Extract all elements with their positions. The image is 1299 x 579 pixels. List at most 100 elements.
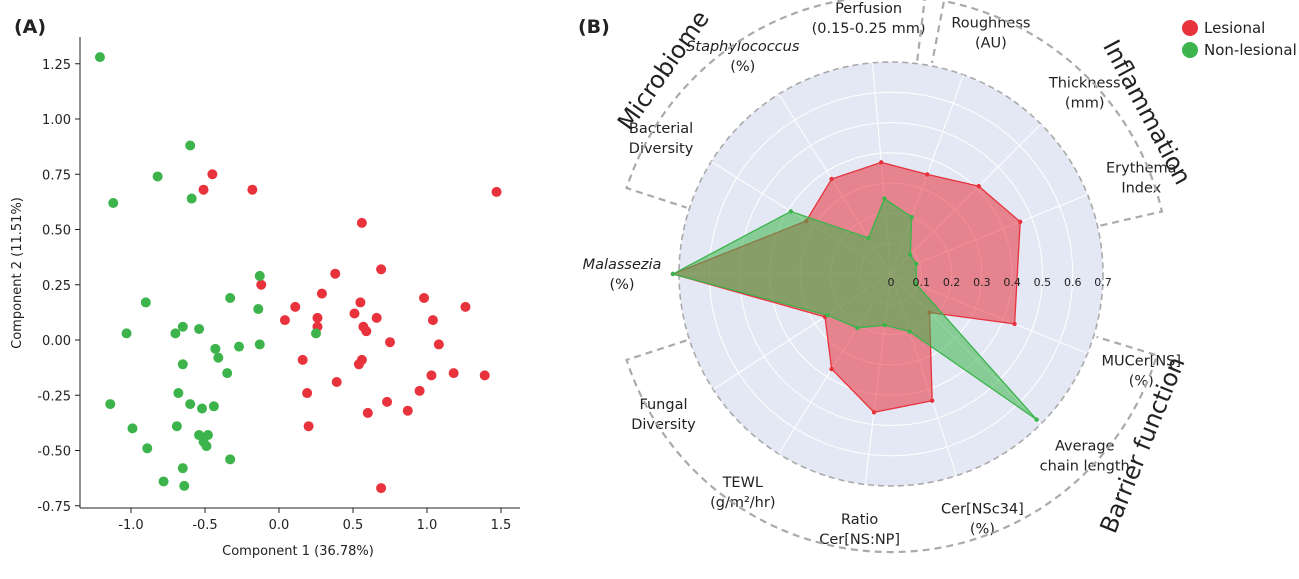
scatter-point-non-lesional [208, 401, 219, 412]
panel-b-label: (B) [578, 16, 610, 38]
radar-axis-label: Staphylococcus (%) [686, 39, 800, 75]
radar-axis-label: Thickness (mm) [1048, 75, 1121, 111]
scatter-point-lesional [198, 184, 209, 195]
scatter-point-lesional [279, 315, 290, 326]
radar-series-non-lesional-point [882, 322, 887, 328]
radar-chart: 0 0.1 0.2 0.3 0.4 0.5 0.6 0.7 Erythema Index Thic… [583, 0, 1197, 554]
group-bracket [625, 335, 1159, 554]
scatter-point-non-lesional [222, 368, 233, 379]
scatter-point-lesional [460, 301, 471, 312]
radial-tick-label: 0.4 [1003, 276, 1021, 289]
scatter-plot: -1.0 -0.5 0.0 0.5 1.0 1.5 1.25 1.00 0.75 0.50 0.25… [10, 37, 520, 559]
scatter-point-non-lesional [171, 421, 182, 432]
scatter-point-non-lesional [213, 352, 224, 363]
radar-series-non-lesional-point [909, 214, 914, 220]
scatter-point-non-lesional [142, 443, 153, 454]
scatter-point-lesional [362, 407, 373, 418]
radial-tick-label: 0.2 [943, 276, 961, 289]
x-tick-label: 1.0 [417, 518, 438, 533]
scatter-point-lesional [479, 370, 490, 381]
scatter-point-lesional [427, 315, 438, 326]
scatter-point-lesional [402, 405, 413, 416]
scatter-point-lesional [382, 396, 393, 407]
scatter-point-lesional [349, 308, 360, 319]
scatter-point-non-lesional [225, 293, 236, 304]
scatter-point-lesional [207, 169, 218, 180]
y-tick-label: -0.25 [37, 389, 71, 404]
scatter-point-lesional [426, 370, 437, 381]
radar-series-non-lesional-point [670, 271, 676, 277]
scatter-point-non-lesional [177, 321, 188, 332]
scatter-point-lesional [302, 388, 313, 399]
radial-tick-label: 0 [888, 276, 895, 289]
scatter-point-non-lesional [185, 399, 196, 410]
y-tick-label: 1.25 [42, 58, 71, 73]
scatter-point-lesional [376, 264, 387, 275]
radar-series-non-lesional-point [866, 235, 871, 241]
radar-series-lesional-point [1017, 219, 1023, 225]
radar-series-non-lesional-point [1034, 417, 1039, 422]
radial-tick-label: 0.3 [973, 276, 991, 289]
scatter-point-lesional [414, 385, 425, 396]
scatter-point-non-lesional [94, 52, 105, 63]
radar-series-non-lesional-point [914, 261, 919, 266]
x-tick-label: 0.5 [343, 518, 364, 533]
scatter-point-non-lesional [140, 297, 151, 308]
y-tick-label: 0.25 [42, 279, 71, 294]
scatter-point-non-lesional [210, 343, 221, 354]
radial-tick-label: 0.1 [913, 276, 931, 289]
legend-marker-lesional [1182, 20, 1198, 36]
scatter-point-lesional [356, 354, 367, 365]
radar-series-lesional-point [879, 160, 884, 165]
radar-axis-label: Ratio Cer[NS:NP] [819, 512, 900, 548]
scatter-point-non-lesional [170, 328, 181, 339]
scatter-point-lesional [433, 339, 444, 350]
scatter-point-non-lesional [121, 328, 132, 339]
radar-series-non-lesional [671, 197, 1038, 421]
radar-series-non-lesional-point [882, 196, 887, 201]
scatter-point-non-lesional [173, 388, 184, 399]
legend: Lesional Non-lesional [1182, 19, 1297, 59]
scatter-point-lesional [376, 483, 387, 494]
scatter-point-lesional [316, 288, 327, 299]
scatter-point-lesional [385, 337, 395, 348]
y-tick-label: 0.75 [42, 168, 71, 183]
scatter-point-non-lesional [108, 197, 119, 208]
y-tick-label: 0.50 [42, 224, 71, 239]
scatter-point-non-lesional [254, 339, 265, 350]
scatter-point-lesional [297, 354, 308, 365]
radar-series-lesional-point [871, 410, 877, 415]
y-tick-label: -0.50 [37, 445, 71, 460]
radar-series-non-lesional-point [908, 252, 913, 257]
scatter-point-non-lesional [225, 454, 236, 465]
radar-axis-label: Perfusion (0.15-0.25 mm) [812, 1, 926, 37]
scatter-point-lesional [356, 217, 367, 228]
x-tick-label: 0.0 [269, 518, 290, 533]
radar-series-non-lesional-point [907, 329, 912, 334]
panel-a-label: (A) [14, 16, 46, 38]
group-bracket [930, 0, 1164, 227]
radar-series-lesional-point [829, 366, 834, 372]
scatter-point-lesional [491, 186, 502, 197]
scatter-point-non-lesional [186, 193, 197, 204]
x-tick-label: 1.5 [491, 518, 512, 533]
radar-axis-label: Roughness (AU) [951, 15, 1030, 51]
scatter-point-lesional [448, 368, 459, 379]
x-axis-label: Component 1 (36.78%) [222, 544, 374, 559]
radar-series-lesional-point [976, 183, 982, 189]
radar-series-non-lesional-point [788, 209, 794, 214]
radar-axis-label: Average chain length [1040, 439, 1130, 475]
scatter-point-lesional [419, 293, 430, 304]
radar-series-lesional-point [929, 398, 935, 403]
radar-axis-label: Cer[NSc34] (%) [941, 501, 1024, 537]
group-bracket [625, 0, 926, 209]
scatter-point-non-lesional [201, 441, 212, 452]
x-tick-label: -1.0 [118, 518, 143, 533]
radial-tick-label: 0.7 [1094, 276, 1112, 289]
scatter-point-non-lesional [127, 423, 138, 434]
scatter-point-non-lesional [253, 304, 264, 315]
scatter-point-non-lesional [254, 270, 265, 281]
scatter-point-non-lesional [177, 359, 188, 370]
y-tick-label: 0.00 [42, 334, 71, 349]
